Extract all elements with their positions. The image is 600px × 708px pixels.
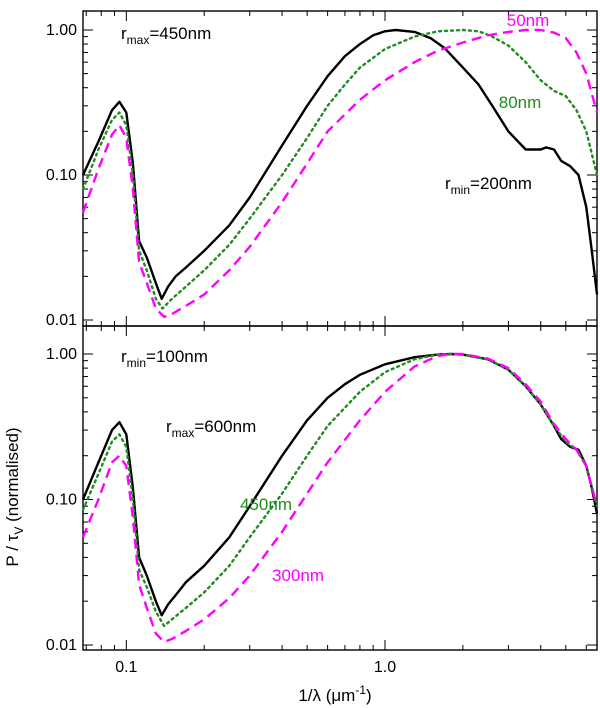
x-tick-label: 0.1: [115, 659, 137, 676]
annotation-top-50: 50nm: [507, 11, 550, 30]
y-tick-label-bottom: 1.00: [46, 346, 77, 363]
annotation-top-80: 80nm: [499, 93, 542, 112]
annotation-bot-300: 300nm: [272, 566, 324, 585]
x-axis-label: 1/λ (μm-1): [298, 683, 371, 705]
y-tick-label-bottom: 0.01: [46, 637, 77, 654]
series-line-450nm-bottom: [81, 352, 599, 628]
y-axis-label: P / τV (normalised): [3, 427, 26, 566]
series-line-300nm-bottom: [81, 352, 599, 644]
y-tick-label-bottom: 0.10: [46, 492, 77, 509]
annotation-top-200: rmin=200nm: [445, 174, 532, 197]
y-tick-label-top: 0.10: [46, 167, 77, 184]
y-tick-label-top: 0.01: [46, 312, 77, 329]
panel-frame-bottom: [82, 325, 598, 651]
y-tick-label-top: 1.00: [46, 22, 77, 39]
annotation-bot-title: rmin=100nm: [121, 347, 208, 370]
annotation-top-title: rmax=450nm: [121, 24, 211, 47]
x-tick-label: 1.0: [374, 659, 396, 676]
annotation-bot-450: 450nm: [240, 495, 292, 514]
annotation-bot-600: rmax=600nm: [166, 417, 256, 440]
series-line-50nm-top: [81, 28, 599, 319]
series-line-r-min-200nm-top: [81, 28, 599, 300]
